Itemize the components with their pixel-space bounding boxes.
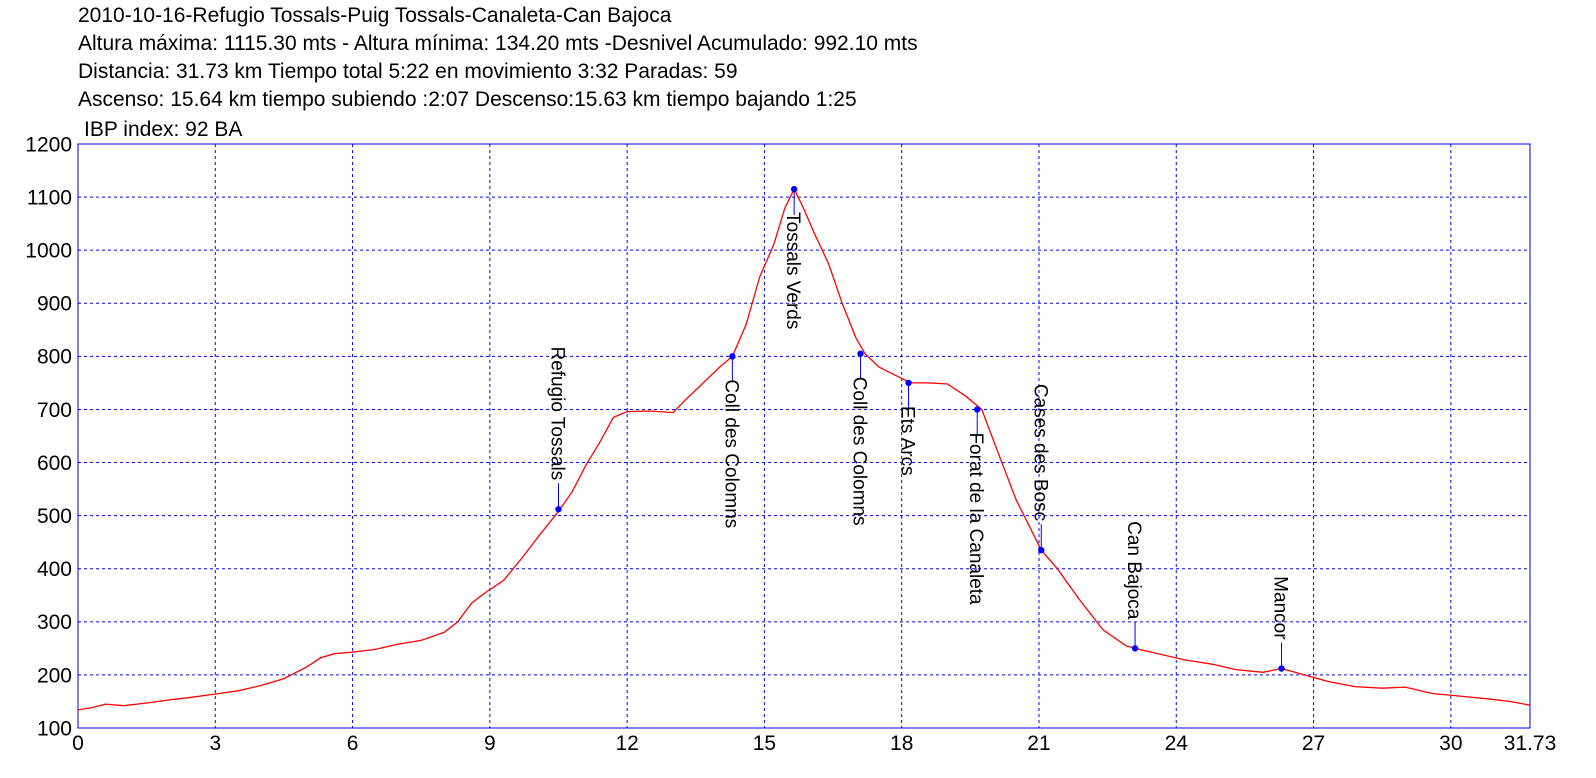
waypoint-dot (729, 353, 736, 360)
waypoint-label: Tossals Verds (782, 212, 803, 329)
waypoint-dot (790, 185, 798, 193)
waypoint-marker: Cases des Bosc (1029, 384, 1050, 554)
ascent-descent-summary: Ascenso: 15.64 km tiempo subiendo :2:07 … (78, 88, 857, 111)
waypoint-label: Can Bajoca (1123, 521, 1144, 620)
x-tick-label: 31.73 (1504, 732, 1557, 755)
waypoint-label: Refugio Tossals (546, 346, 567, 480)
waypoint-label: Forat de la Canaleta (965, 432, 986, 605)
x-tick-label: 24 (1165, 732, 1189, 755)
waypoint-marker: Mancor (1270, 576, 1291, 672)
altitude-summary: Altura máxima: 1115.30 mts - Altura míni… (78, 32, 918, 55)
x-tick-label: 27 (1302, 732, 1325, 755)
waypoints: Refugio Tossals Coll des Colomns Tossals V… (546, 185, 1291, 672)
x-tick-label: 21 (1027, 732, 1050, 755)
waypoint-marker: Coll des Colomns (849, 350, 870, 526)
ibp-index: IBP index: 92 BA (84, 118, 243, 141)
y-tick-label: 1000 (25, 240, 72, 263)
x-tick-label: 9 (484, 732, 496, 755)
waypoint-label: Ets Arcs (897, 406, 918, 476)
y-tick-label: 600 (37, 452, 72, 475)
waypoint-marker: Refugio Tossals (546, 346, 567, 513)
y-tick-label: 500 (37, 505, 72, 528)
waypoint-marker: Forat de la Canaleta (965, 406, 986, 605)
x-tick-label: 0 (72, 732, 84, 755)
y-tick-label: 100 (37, 717, 72, 740)
x-tick-label: 3 (209, 732, 221, 755)
waypoint-dot (905, 379, 912, 387)
waypoint-marker: Can Bajoca (1123, 521, 1144, 652)
waypoint-dot (1131, 645, 1139, 652)
x-axis-ticks: 0 3 6 9 12 15 18 21 24 27 30 31.73 (72, 732, 1556, 755)
chart-title: 2010-10-16-Refugio Tossals-Puig Tossals-… (78, 4, 672, 27)
waypoint-dot (555, 506, 562, 513)
distance-time-summary: Distancia: 31.73 km Tiempo total 5:22 en… (78, 60, 738, 83)
y-tick-label: 800 (37, 346, 72, 369)
waypoint-marker: Coll des Colomns (720, 353, 741, 528)
waypoint-label: Mancor (1270, 576, 1291, 640)
y-tick-label: 400 (37, 558, 72, 581)
waypoint-label: Coll des Colomns (849, 377, 870, 526)
chart-header: 2010-10-16-Refugio Tossals-Puig Tossals-… (78, 2, 918, 114)
x-tick-label: 18 (890, 732, 913, 755)
x-tick-label: 30 (1439, 732, 1462, 755)
waypoint-label: Cases des Bosc (1029, 384, 1050, 521)
waypoint-label: Coll des Colomns (720, 379, 741, 528)
plot-frame (77, 143, 1531, 729)
x-tick-label: 6 (347, 732, 359, 755)
waypoint-dot (974, 406, 981, 413)
y-tick-label: 1200 (25, 133, 72, 156)
elevation-line (77, 187, 1531, 711)
y-tick-label: 700 (37, 399, 72, 422)
x-tick-label: 12 (615, 732, 638, 755)
waypoint-marker: Tossals Verds (782, 185, 803, 329)
x-tick-label: 15 (753, 732, 776, 755)
y-tick-label: 1100 (27, 186, 72, 209)
waypoint-dot (1038, 546, 1045, 554)
waypoint-dot (857, 350, 864, 357)
y-tick-label: 300 (37, 611, 72, 634)
grid (78, 144, 1530, 728)
y-tick-label: 900 (37, 293, 72, 316)
waypoint-dot (1278, 665, 1285, 672)
y-axis-ticks: 100 200 300 400 500 600 700 800 900 1000 1100 1200 (25, 133, 72, 740)
waypoint-marker: Ets Arcs (897, 379, 918, 476)
y-tick-label: 200 (37, 664, 72, 687)
